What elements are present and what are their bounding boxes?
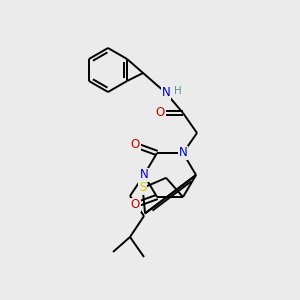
Text: O: O xyxy=(130,199,140,212)
Text: H: H xyxy=(174,86,182,96)
Text: N: N xyxy=(140,169,148,182)
Text: S: S xyxy=(139,182,146,194)
Text: N: N xyxy=(178,146,188,160)
Text: O: O xyxy=(130,139,140,152)
Text: N: N xyxy=(162,86,170,100)
Text: O: O xyxy=(155,106,165,119)
